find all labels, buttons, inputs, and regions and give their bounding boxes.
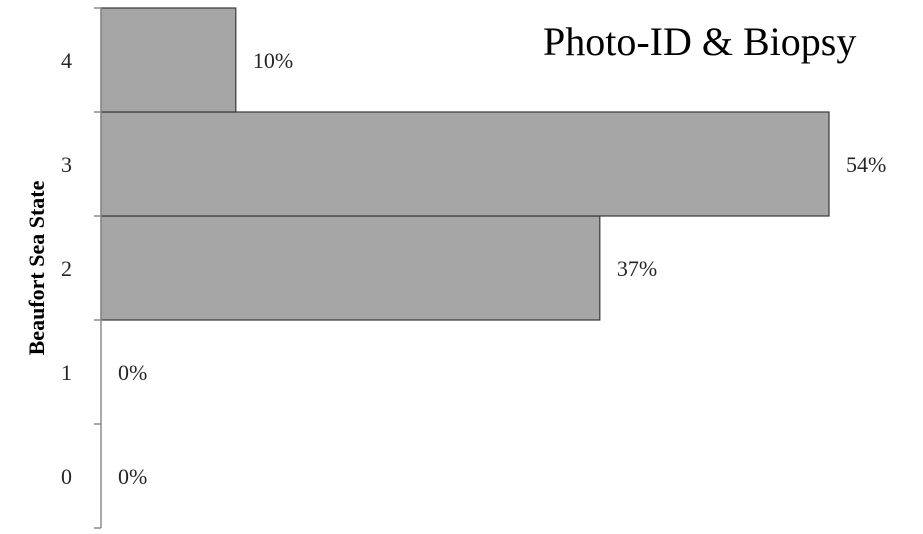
bars-group <box>100 7 830 321</box>
labels-group: 0 0%1 0%2 37%3 54%4 10% <box>61 48 886 489</box>
data-label-2: 37% <box>617 256 657 281</box>
data-label-3: 54% <box>846 152 886 177</box>
bar-3 <box>100 111 830 217</box>
y-tick-label-4: 4 <box>61 48 72 73</box>
y-tick-label-3: 3 <box>61 152 72 177</box>
y-axis-label: Beaufort Sea State <box>24 180 49 355</box>
y-axis <box>94 7 102 529</box>
bar-2 <box>100 215 601 321</box>
chart-title: Photo-ID & Biopsy <box>543 19 856 64</box>
data-label-1: 0% <box>118 360 147 385</box>
bar-4 <box>100 7 237 113</box>
y-tick-label-2: 2 <box>61 256 72 281</box>
y-tick-label-1: 1 <box>61 360 72 385</box>
y-tick-label-0: 0 <box>61 464 72 489</box>
data-label-0: 0% <box>118 464 147 489</box>
data-label-4: 10% <box>253 48 293 73</box>
